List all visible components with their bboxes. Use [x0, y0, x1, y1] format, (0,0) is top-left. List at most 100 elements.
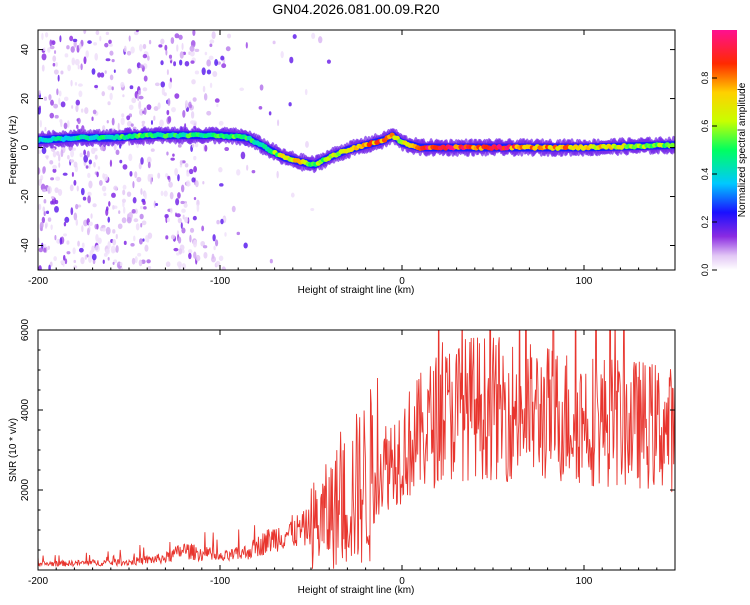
- noise-speck: [119, 261, 123, 267]
- noise-speck: [53, 103, 59, 109]
- noise-speck: [188, 182, 191, 187]
- noise-speck: [55, 62, 58, 67]
- noise-speck: [138, 101, 142, 110]
- noise-speck: [188, 168, 194, 175]
- noise-speck: [106, 120, 109, 124]
- noise-speck: [49, 112, 55, 119]
- noise-speck: [220, 218, 224, 225]
- noise-speck: [144, 244, 149, 252]
- noise-speck: [195, 180, 199, 188]
- noise-speck: [177, 174, 180, 182]
- noise-speck: [81, 242, 85, 249]
- noise-speck: [140, 188, 143, 195]
- snr-panel: -200 -100 0 100 2000 4000 6000 Height of strai…: [8, 318, 676, 596]
- spectrogram-frame: [37, 29, 676, 271]
- noise-speck: [112, 229, 116, 234]
- noise-speck: [112, 261, 115, 265]
- noise-speck: [91, 116, 94, 122]
- noise-speck: [160, 190, 164, 196]
- noise-speck: [97, 72, 102, 78]
- noise-speck: [69, 184, 74, 192]
- noise-speck: [91, 253, 97, 261]
- noise-speck: [174, 167, 178, 176]
- noise-speck: [60, 70, 64, 75]
- noise-speck: [157, 172, 161, 179]
- noise-speck: [67, 64, 71, 72]
- noise-speck: [78, 90, 83, 98]
- noise-speck: [51, 40, 56, 46]
- noise-speck: [147, 173, 151, 182]
- noise-speck: [113, 143, 117, 151]
- noise-speck: [171, 107, 176, 113]
- ridge-core: [669, 142, 675, 148]
- noise-speck: [111, 192, 116, 198]
- noise-speck: [93, 161, 96, 168]
- noise-speck: [43, 244, 47, 248]
- noise-speck: [131, 209, 136, 214]
- noise-speck: [70, 149, 75, 158]
- noise-speck: [292, 34, 297, 40]
- noise-speck: [87, 191, 91, 196]
- noise-speck: [177, 236, 182, 244]
- noise-speck: [203, 93, 208, 101]
- noise-speck: [38, 167, 41, 175]
- noise-speck: [43, 247, 47, 253]
- noise-speck: [153, 115, 156, 121]
- noise-speck: [54, 114, 59, 119]
- colorbar-label: Normalized spectral amplitude: [737, 82, 748, 217]
- colorbar-gradient: [712, 30, 737, 270]
- noise-speck: [38, 107, 41, 115]
- noise-speck: [74, 58, 80, 66]
- noise-speck: [128, 35, 131, 42]
- noise-speck: [88, 221, 93, 226]
- noise-speck: [184, 216, 189, 223]
- noise-speck: [49, 261, 53, 267]
- noise-speck: [134, 256, 138, 264]
- noise-speck: [62, 172, 68, 176]
- noise-speck: [78, 247, 84, 253]
- noise-speck: [73, 265, 78, 269]
- noise-speck: [45, 210, 50, 215]
- noise-speck: [146, 55, 150, 61]
- noise-speck: [41, 32, 44, 41]
- noise-speck: [201, 225, 205, 232]
- spectrogram-ylabel: Frequency (Hz): [8, 116, 19, 185]
- noise-speck: [177, 143, 182, 148]
- noise-speck: [105, 206, 109, 212]
- noise-speck: [218, 255, 224, 262]
- noise-speck: [70, 207, 74, 216]
- noise-speck: [60, 260, 65, 264]
- noise-speck: [128, 104, 134, 111]
- noise-speck: [63, 96, 69, 102]
- noise-speck: [170, 234, 176, 240]
- noise-speck: [181, 160, 186, 164]
- noise-speck: [69, 35, 74, 42]
- noise-speck: [126, 50, 132, 56]
- noise-speck: [83, 154, 89, 163]
- noise-speck: [84, 255, 87, 260]
- noise-speck: [38, 203, 42, 211]
- y-tick-label: 40: [20, 44, 31, 56]
- noise-speck: [77, 240, 80, 247]
- snr-plot-area: [38, 330, 675, 569]
- noise-speck: [211, 253, 215, 260]
- noise-speck: [192, 30, 196, 37]
- noise-speck: [96, 223, 99, 230]
- noise-speck: [142, 87, 148, 92]
- noise-speck: [169, 207, 173, 214]
- noise-speck: [276, 170, 279, 179]
- noise-speck: [130, 242, 135, 247]
- noise-speck: [76, 185, 79, 192]
- noise-speck: [38, 247, 44, 253]
- noise-speck: [289, 56, 294, 64]
- noise-speck: [56, 88, 59, 96]
- noise-speck: [304, 88, 308, 96]
- noise-speck: [121, 198, 127, 203]
- noise-speck: [70, 46, 75, 53]
- noise-speck: [215, 260, 221, 267]
- noise-speck: [77, 117, 81, 125]
- noise-speck: [121, 113, 125, 118]
- noise-speck: [59, 237, 63, 245]
